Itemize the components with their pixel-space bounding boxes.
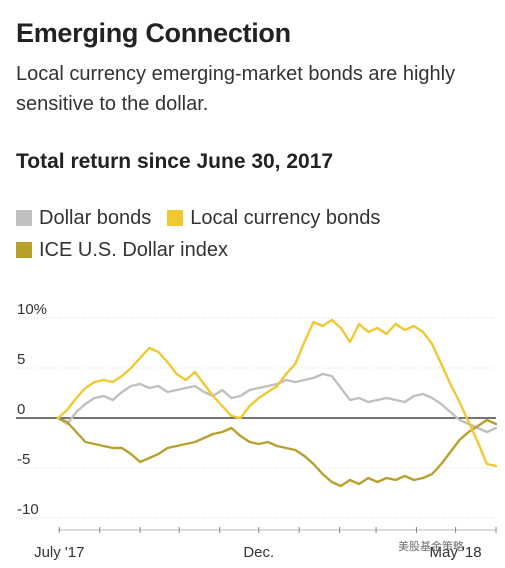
watermark: 美股基金策略 [398,541,464,553]
legend-row: ICE U.S. Dollar index [16,235,496,265]
legend-item-dollar-bonds: Dollar bonds [16,207,151,230]
y-tick-label: 5 [17,351,25,368]
axes: 10% 5 0 -5 -10 July '17 Dec. May '18 [17,301,497,561]
legend-label-local-currency-bonds: Local currency bonds [190,206,381,229]
legend-label-dollar-index: ICE U.S. Dollar index [39,238,228,261]
series-line-local-currency-bonds [56,318,498,468]
y-gridlines [16,317,496,519]
legend-label-dollar-bonds: Dollar bonds [39,206,152,229]
series-lines [56,318,498,488]
y-tick-label: 0 [17,401,25,418]
x-tick-label: July '17 [34,544,84,561]
legend: Dollar bonds Local currency bonds ICE U.… [16,203,496,267]
legend-item-local-currency-bonds: Local currency bonds [167,207,380,230]
legend-row: Dollar bonds Local currency bonds [16,203,496,233]
legend-swatch-dollar-index [16,242,32,258]
series-line-dollar-bonds [56,372,498,434]
x-tick-label: May '18 [430,544,482,561]
y-tick-label: -10 [17,501,39,518]
chart-title: Emerging Connection [16,18,291,48]
y-tick-label: 10% [17,301,47,318]
legend-swatch-local-currency-bonds [167,210,184,226]
chart-subtitle: Local currency emerging-market bonds are… [16,63,456,115]
series-line-ice-u-s-dollar-index [56,416,498,488]
legend-item-dollar-index: ICE U.S. Dollar index [16,239,228,262]
x-tick-label: Dec. [243,544,274,561]
legend-swatch-dollar-bonds [16,210,32,226]
chart-heading: Total return since June 30, 2017 [16,150,334,173]
y-tick-label: -5 [17,451,30,468]
